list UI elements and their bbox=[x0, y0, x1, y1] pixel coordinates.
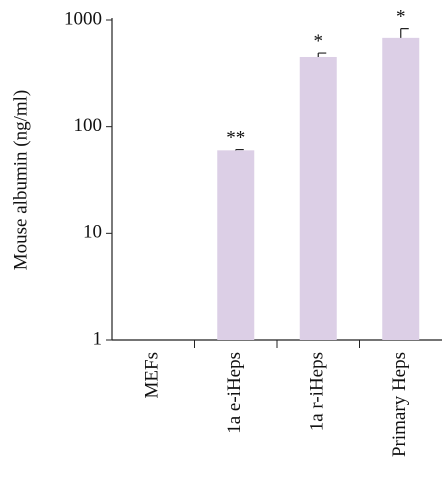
bar bbox=[382, 37, 420, 340]
error-bar bbox=[235, 148, 244, 151]
significance-label: * bbox=[396, 7, 406, 28]
y-tick-label: 10 bbox=[83, 222, 102, 243]
error-bar bbox=[317, 52, 327, 57]
bar bbox=[299, 56, 337, 341]
y-tick-label: 1 bbox=[93, 328, 103, 349]
significance-label: ** bbox=[226, 128, 245, 149]
significance-label: * bbox=[314, 31, 324, 52]
x-tick-label: 1a e-iHeps bbox=[224, 352, 245, 434]
y-axis-label: Mouse albumin (ng/ml) bbox=[10, 90, 31, 270]
x-tick-label: 1a r-iHeps bbox=[307, 352, 328, 431]
x-tick-label: MEFs bbox=[142, 352, 163, 398]
y-tick-label: 100 bbox=[74, 115, 103, 136]
error-bar bbox=[400, 28, 409, 38]
x-tick-label: Primary Heps bbox=[389, 352, 410, 457]
y-tick-label: 1000 bbox=[64, 8, 102, 29]
bar bbox=[217, 150, 255, 340]
